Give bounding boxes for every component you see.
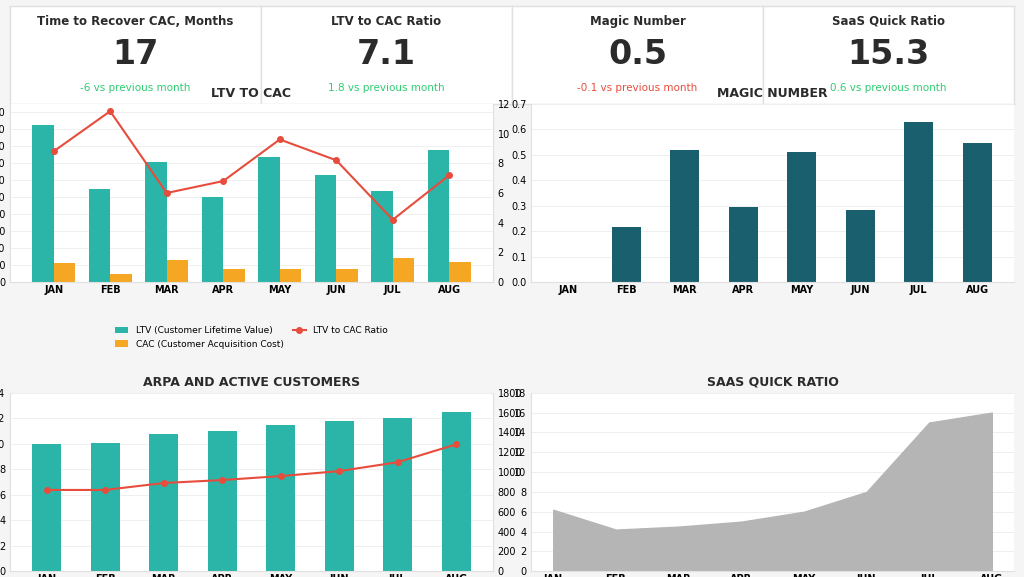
Bar	[729, 207, 758, 282]
Text: Time to Recover CAC, Months: Time to Recover CAC, Months	[38, 15, 233, 28]
Bar	[450, 262, 471, 282]
Bar	[111, 273, 132, 282]
Bar	[336, 269, 357, 282]
Bar	[904, 122, 933, 282]
Bar	[208, 431, 237, 571]
Bar	[280, 269, 301, 282]
Text: LTV to CAC Ratio: LTV to CAC Ratio	[332, 15, 441, 28]
Text: 17: 17	[113, 38, 159, 72]
Bar	[846, 209, 874, 282]
Bar	[32, 444, 61, 571]
Bar	[32, 125, 53, 282]
Title: LTV TO CAC: LTV TO CAC	[212, 87, 292, 100]
Text: 0.5: 0.5	[608, 38, 667, 72]
Bar	[670, 149, 699, 282]
Bar	[314, 175, 336, 282]
Bar	[441, 412, 471, 571]
Text: -0.1 vs previous month: -0.1 vs previous month	[578, 83, 697, 93]
Text: Magic Number: Magic Number	[590, 15, 685, 28]
Text: -6 vs previous month: -6 vs previous month	[81, 83, 190, 93]
Bar	[266, 425, 295, 571]
Bar	[202, 197, 223, 282]
Title: MAGIC NUMBER: MAGIC NUMBER	[717, 87, 827, 100]
Bar	[393, 257, 415, 282]
Bar	[963, 143, 992, 282]
Bar	[89, 189, 111, 282]
Bar	[53, 263, 75, 282]
Bar	[223, 269, 245, 282]
Bar	[383, 418, 413, 571]
Bar	[145, 162, 167, 282]
Bar	[91, 443, 120, 571]
Text: 0.6 vs previous month: 0.6 vs previous month	[830, 83, 946, 93]
Title: ARPA AND ACTIVE CUSTOMERS: ARPA AND ACTIVE CUSTOMERS	[143, 376, 360, 389]
Bar	[150, 433, 178, 571]
Bar	[325, 421, 354, 571]
Bar	[428, 151, 450, 282]
Text: 1.8 vs previous month: 1.8 vs previous month	[329, 83, 444, 93]
Bar	[372, 192, 393, 282]
Bar	[611, 227, 641, 282]
Text: 7.1: 7.1	[357, 38, 416, 72]
Text: SaaS Quick Ratio: SaaS Quick Ratio	[831, 15, 945, 28]
Bar	[258, 158, 280, 282]
Title: SAAS QUICK RATIO: SAAS QUICK RATIO	[707, 376, 839, 389]
Text: 15.3: 15.3	[847, 38, 930, 72]
Bar	[167, 260, 188, 282]
Legend: LTV (Customer Lifetime Value), CAC (Customer Acquisition Cost), LTV to CAC Ratio: LTV (Customer Lifetime Value), CAC (Cust…	[112, 323, 391, 352]
Bar	[787, 152, 816, 282]
